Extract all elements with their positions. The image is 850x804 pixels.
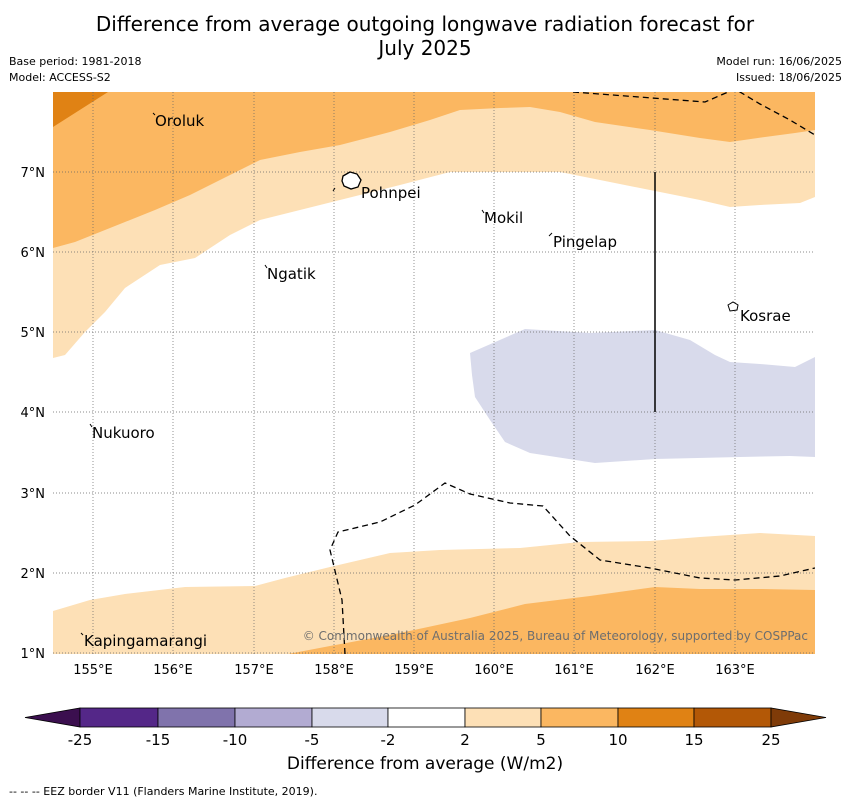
copyright-text: © Commonwealth of Australia 2025, Bureau… xyxy=(303,629,808,643)
cbar-tick-p25: 25 xyxy=(761,731,780,749)
lon-tick-156: 156°E xyxy=(153,663,193,678)
title-line-1: Difference from average outgoing longwav… xyxy=(95,12,755,36)
colorbar-bin-p5-p10 xyxy=(540,707,619,728)
place-nukuoro: Nukuoro xyxy=(92,424,155,442)
place-kapingamarangi: Kapingamarangi xyxy=(84,632,207,650)
issued-date: Issued: 18/06/2025 xyxy=(735,71,842,84)
lat-tick-7: 7°N xyxy=(21,166,46,181)
colorbar-label: Difference from average (W/m2) xyxy=(286,754,564,774)
anomaly-10-15-north xyxy=(53,92,108,127)
cbar-tick-p10: 10 xyxy=(608,731,627,749)
lon-tick-157: 157°E xyxy=(234,663,274,678)
cbar-tick-n25: -25 xyxy=(68,731,93,749)
place-kosrae: Kosrae xyxy=(740,307,791,325)
meta-left: Base period: 1981-2018 Model: ACCESS-S2 xyxy=(9,54,141,86)
colorbar-bin-n5-n2 xyxy=(311,707,389,728)
meta-right: Model run: 16/06/2025 Issued: 18/06/2025 xyxy=(716,54,842,86)
anomaly-5-10-north xyxy=(53,92,815,248)
colorbar-bin-n25-n15 xyxy=(79,707,159,728)
model-name: Model: ACCESS-S2 xyxy=(9,71,111,84)
lat-tick-4: 4°N xyxy=(21,406,46,421)
lon-tick-160: 160°E xyxy=(474,663,514,678)
lon-tick-158: 158°E xyxy=(314,663,354,678)
place-pingelap: Pingelap xyxy=(553,233,617,251)
colorbar xyxy=(24,707,827,728)
map-title: Difference from average outgoing longwav… xyxy=(0,12,850,60)
colorbar-bin-n2-p2 xyxy=(387,707,466,728)
pohnpei-reef xyxy=(332,187,336,192)
eez-footer-note: -- -- -- EEZ border V11 (Flanders Marine… xyxy=(9,785,318,798)
place-pohnpei: Pohnpei xyxy=(361,184,421,202)
lat-tick-5: 5°N xyxy=(21,326,46,341)
colorbar-ticks: -25 -15 -10 -5 -2 2 5 10 15 25 xyxy=(68,731,781,749)
place-mokil: Mokil xyxy=(484,209,523,227)
place-ngatik: Ngatik xyxy=(267,265,316,283)
colorbar-bin-p15-p25 xyxy=(693,707,772,728)
cbar-tick-n5: -5 xyxy=(305,731,320,749)
title-line-2: July 2025 xyxy=(378,36,472,60)
lon-tick-161: 161°E xyxy=(554,663,594,678)
anomaly-5-10-south xyxy=(288,587,815,654)
place-oroluk: Oroluk xyxy=(155,112,204,130)
kosrae-island xyxy=(727,301,739,312)
cbar-tick-p2: 2 xyxy=(460,731,470,749)
cbar-tick-n15: -15 xyxy=(146,731,171,749)
model-run: Model run: 16/06/2025 xyxy=(716,55,842,68)
colorbar-bin-p2-p5 xyxy=(464,707,542,728)
eez-borders xyxy=(329,92,815,654)
lon-tick-155: 155°E xyxy=(73,663,113,678)
lat-tick-2: 2°N xyxy=(21,567,46,582)
lon-tick-162: 162°E xyxy=(635,663,675,678)
map-area: Oroluk Pohnpei Mokil Pingelap Ngatik Kos… xyxy=(53,92,815,654)
lat-tick-6: 6°N xyxy=(21,246,46,261)
lon-axis-labels: 155°E 156°E 157°E 158°E 159°E 160°E 161°… xyxy=(73,663,755,678)
place-labels: Oroluk Pohnpei Mokil Pingelap Ngatik Kos… xyxy=(84,112,791,650)
lon-tick-159: 159°E xyxy=(394,663,434,678)
base-period: Base period: 1981-2018 xyxy=(9,55,142,68)
cbar-tick-p5: 5 xyxy=(536,731,546,749)
anomaly-neg-5-2 xyxy=(470,329,815,463)
colorbar-bin-n15-n10 xyxy=(157,707,236,728)
cbar-tick-p15: 15 xyxy=(684,731,703,749)
colorbar-bin-p10-p15 xyxy=(617,707,695,728)
colorbar-extend-low xyxy=(24,707,81,728)
lat-tick-3: 3°N xyxy=(21,487,46,502)
atoll-markers xyxy=(80,112,553,636)
cbar-tick-n10: -10 xyxy=(223,731,248,749)
cbar-tick-n2: -2 xyxy=(381,731,396,749)
colorbar-bin-n10-n5 xyxy=(234,707,313,728)
lon-tick-163: 163°E xyxy=(715,663,755,678)
graticule xyxy=(53,92,815,654)
colorbar-extend-high xyxy=(770,707,827,728)
lat-tick-1: 1°N xyxy=(21,647,46,662)
lat-axis-labels: 7°N 6°N 5°N 4°N 3°N 2°N 1°N xyxy=(21,166,46,662)
pohnpei-island xyxy=(341,171,362,190)
